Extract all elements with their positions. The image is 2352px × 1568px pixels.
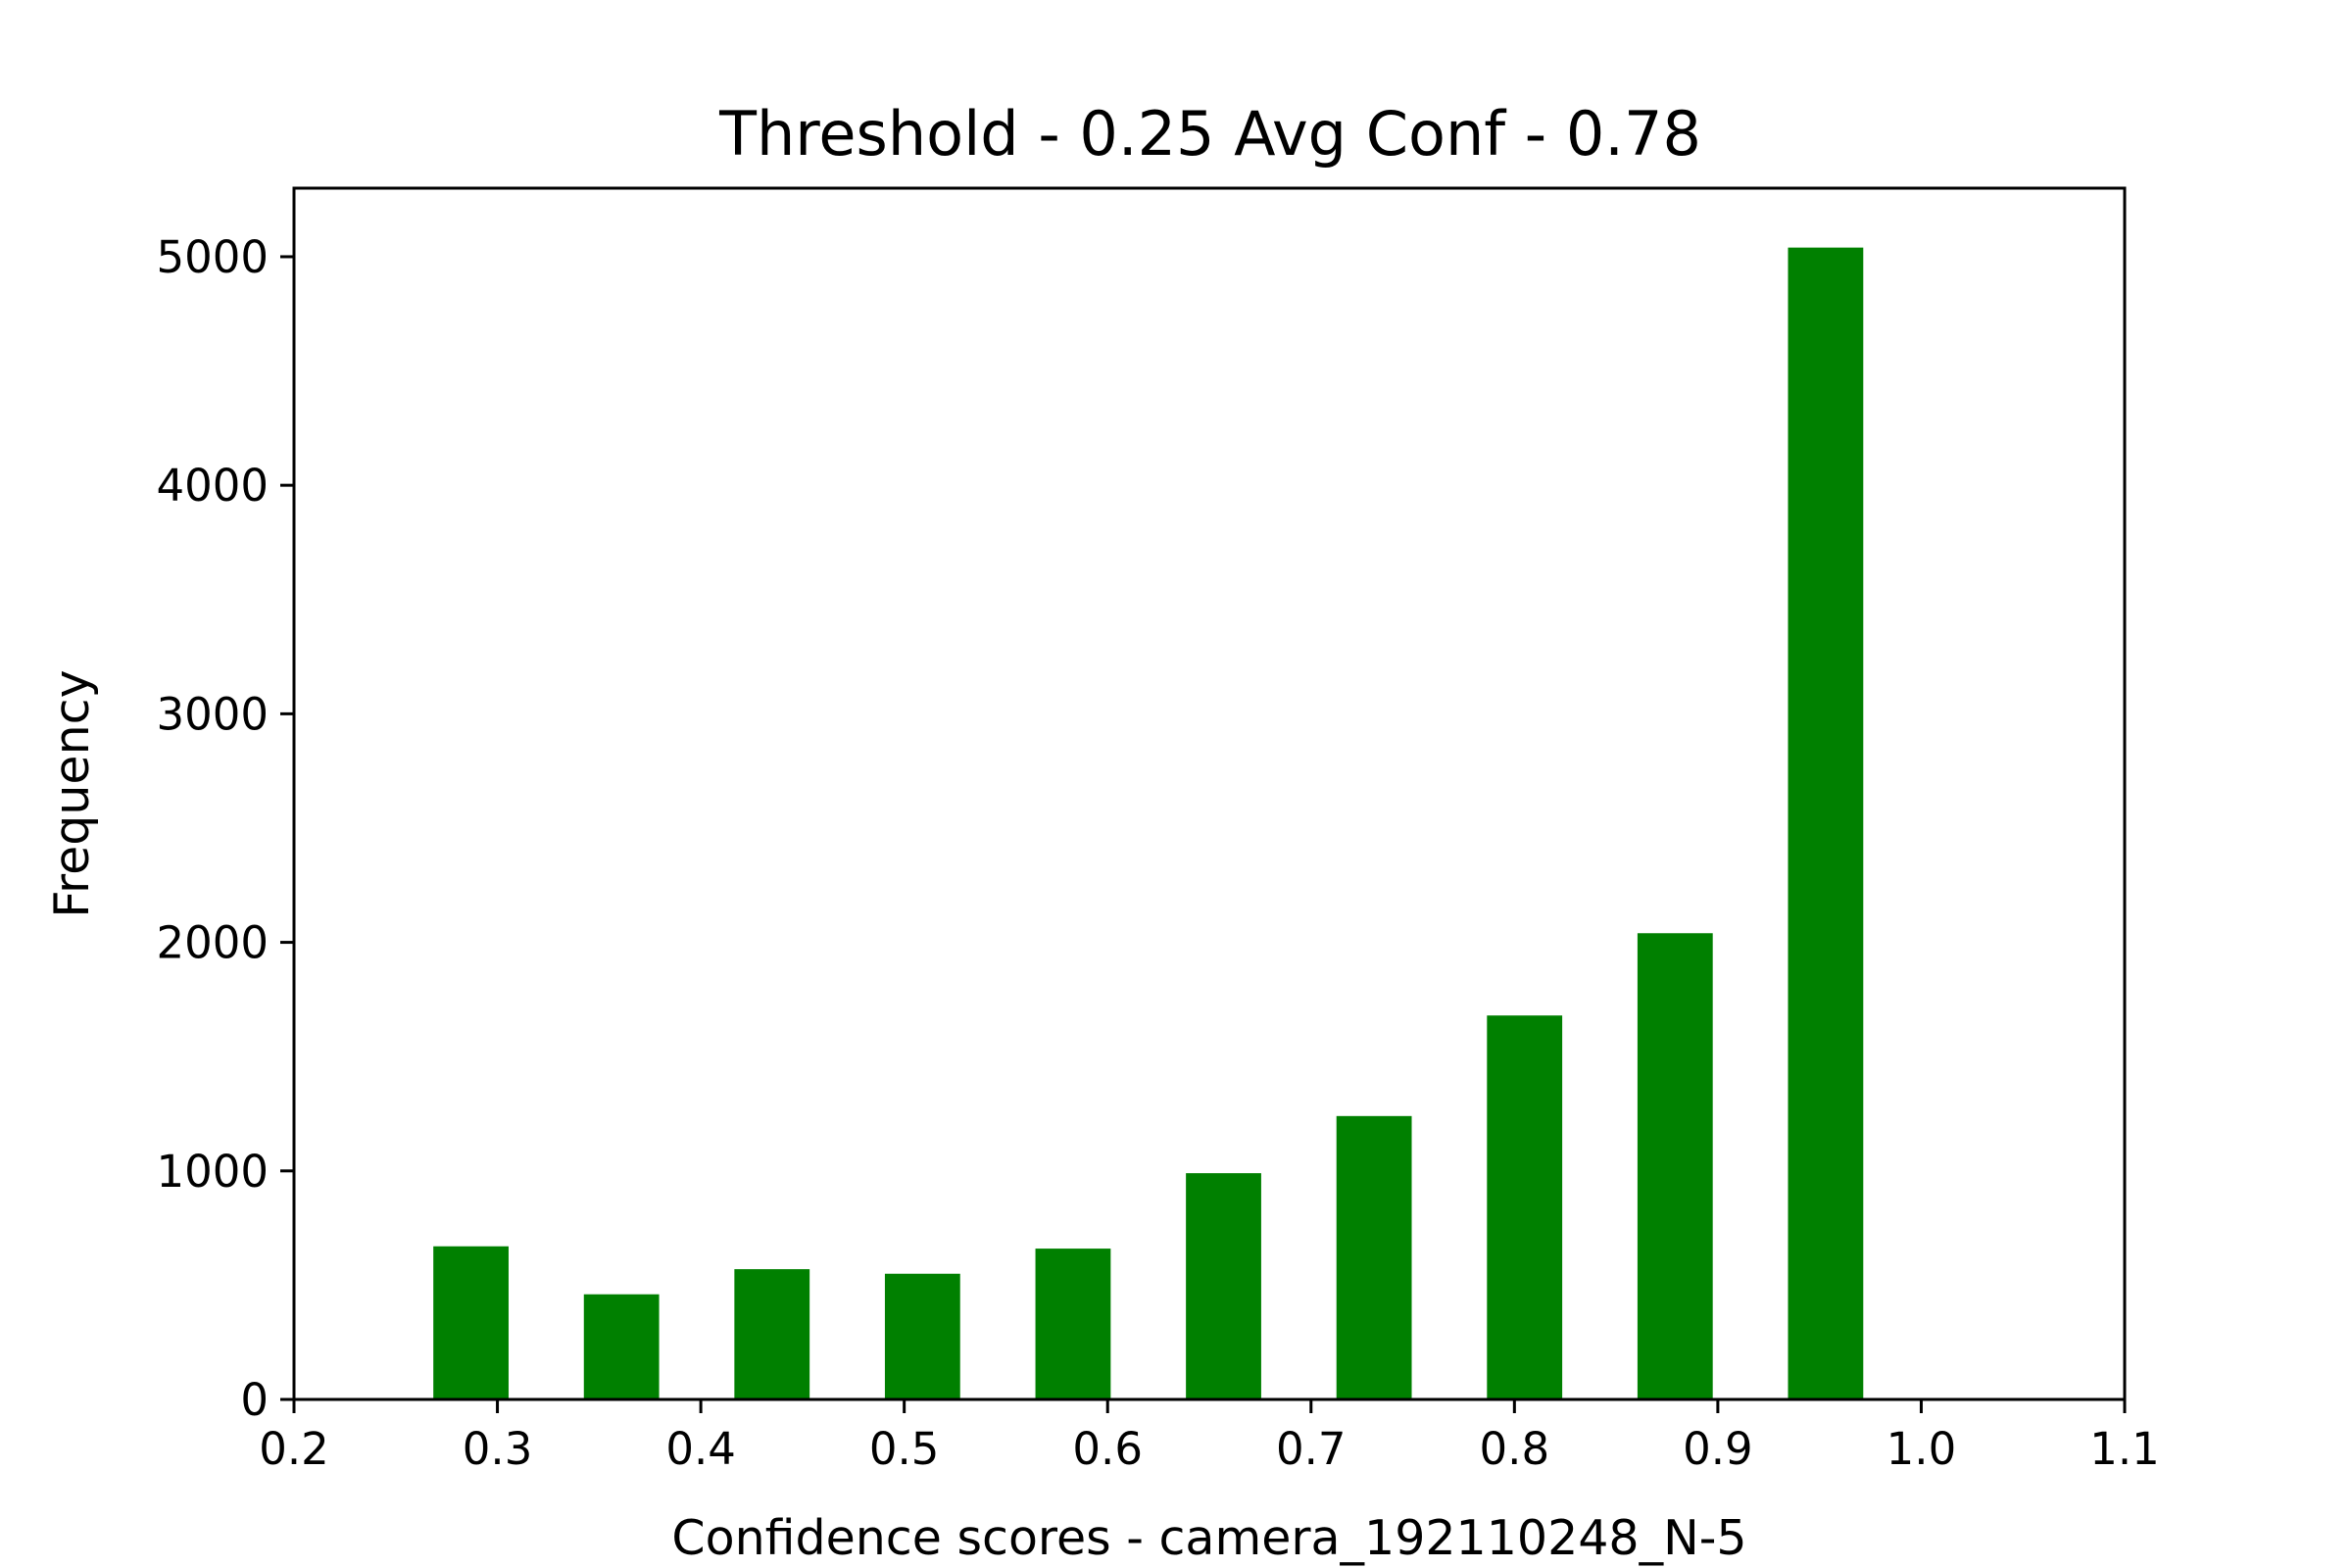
chart-title: Threshold - 0.25 Avg Conf - 0.78 [718,98,1701,170]
bar-7 [1487,1015,1563,1399]
bar-3 [884,1273,960,1399]
y-tick-label-3: 3000 [156,688,269,740]
bar-6 [1336,1115,1412,1399]
bar-2 [734,1269,810,1399]
bar-9 [1788,247,1864,1400]
x-axis: 0.2 0.3 0.4 0.5 0.6 0.7 0.8 0.9 1.0 1.1 [259,1399,2160,1475]
y-tick-label-5: 5000 [156,231,269,283]
x-tick-label-7: 0.9 [1683,1423,1753,1475]
y-tick-label-2: 2000 [156,917,269,969]
y-tick-label-0: 0 [240,1374,269,1426]
y-axis-label: Frequency [44,669,100,917]
x-tick-label-6: 0.8 [1480,1423,1550,1475]
x-tick-label-5: 0.7 [1276,1423,1347,1475]
x-tick-label-8: 1.0 [1886,1423,1957,1475]
bar-1 [583,1294,660,1399]
x-tick-label-1: 0.3 [463,1423,533,1475]
bars-group [433,247,1864,1400]
bar-5 [1186,1173,1261,1399]
y-tick-label-4: 4000 [156,460,269,512]
y-tick-label-1: 1000 [156,1146,269,1198]
bar-4 [1035,1249,1111,1399]
bar-8 [1637,933,1713,1399]
plot-frame [292,186,2127,1401]
x-tick-label-3: 0.5 [869,1423,940,1475]
x-axis-label: Confidence scores - camera_192110248_N-5 [671,1510,1746,1566]
x-tick-label-0: 0.2 [259,1423,329,1475]
x-tick-label-4: 0.6 [1072,1423,1143,1475]
x-tick-label-2: 0.4 [665,1423,736,1475]
x-tick-label-9: 1.1 [2089,1423,2160,1475]
bar-0 [433,1246,509,1399]
y-axis: 0 1000 2000 3000 4000 5000 [156,231,294,1426]
